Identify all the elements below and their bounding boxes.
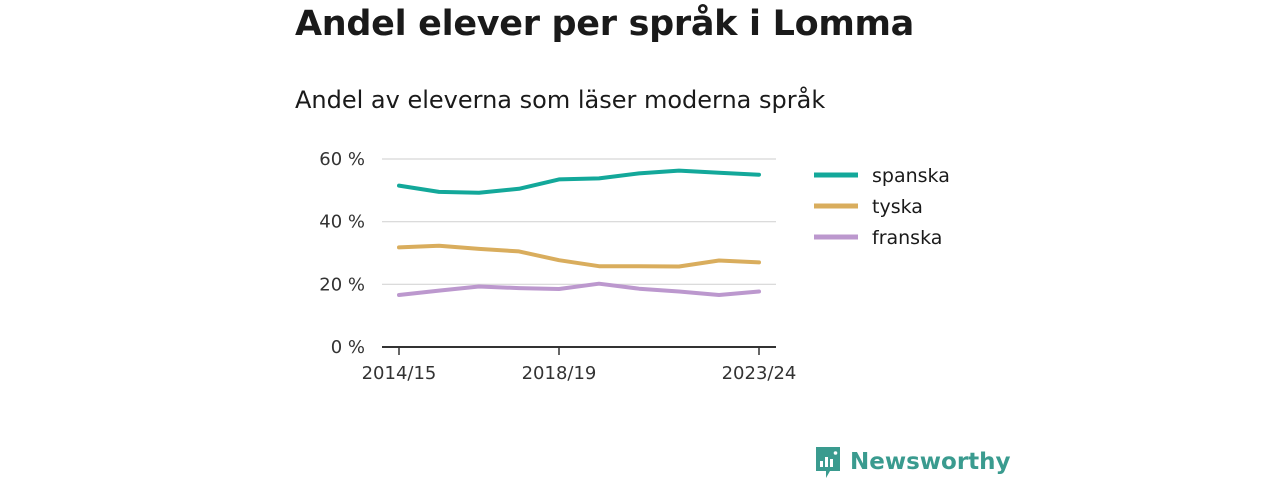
chart-subtitle: Andel av eleverna som läser moderna språ… <box>295 86 826 114</box>
legend: spanska tyska franska <box>814 165 950 249</box>
legend-label-franska: franska <box>872 227 942 249</box>
series-line-franska <box>397 281 761 297</box>
y-tick-label: 0 % <box>331 337 365 358</box>
axis-layer: 0 % 20 % 40 % 60 % 2014/15 2018/19 2023/24 <box>319 149 796 384</box>
y-tick-label: 40 % <box>319 212 365 233</box>
newsworthy-logo-icon <box>816 447 840 478</box>
legend-label-tyska: tyska <box>872 196 923 218</box>
brand-name: Newsworthy <box>850 449 1011 475</box>
y-tick-label: 60 % <box>319 149 365 170</box>
x-tick-label: 2014/15 <box>362 363 437 384</box>
chart-title: Andel elever per språk i Lomma <box>295 4 915 44</box>
brand-logo: Newsworthy <box>814 445 1011 479</box>
legend-label-spanska: spanska <box>872 165 950 187</box>
series-line-tyska <box>397 243 761 269</box>
x-tick-label: 2023/24 <box>722 363 797 384</box>
series-layer <box>397 168 761 297</box>
y-tick-label: 20 % <box>319 274 365 295</box>
x-tick-label: 2018/19 <box>522 363 597 384</box>
series-line-spanska <box>397 168 761 195</box>
